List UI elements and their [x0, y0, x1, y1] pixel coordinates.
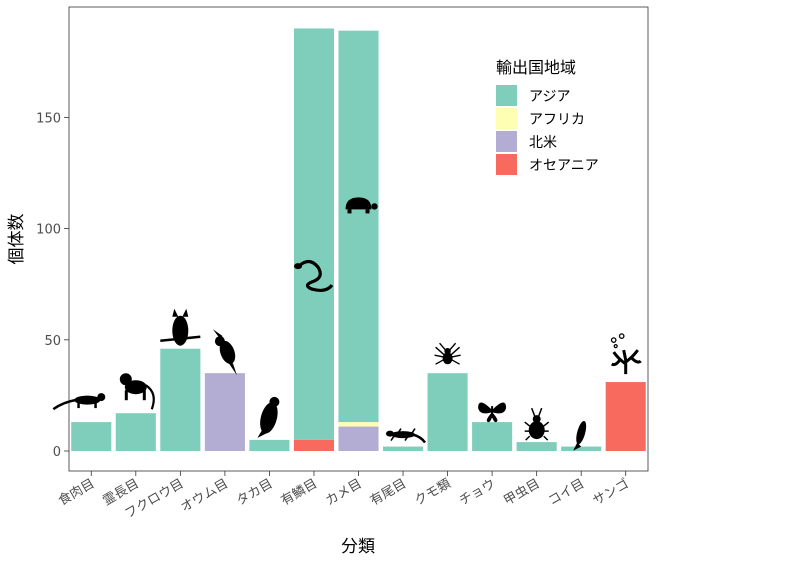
x-tick-label: カメ目 [323, 476, 364, 508]
x-tick-label: 食肉目 [55, 476, 97, 509]
bar-北米-カメ目 [338, 426, 379, 451]
bar-アジア-カメ目 [338, 30, 379, 423]
x-tick-label: オウム目 [178, 476, 231, 515]
y-axis: 0 50 100 150 [36, 111, 69, 460]
x-axis-title: 分類 [341, 537, 375, 557]
legend-swatch [496, 154, 517, 175]
spider-icon [434, 342, 461, 365]
icons-layer [52, 197, 642, 451]
monkey-icon [119, 373, 155, 410]
x-tick-label: チョウ [457, 476, 498, 508]
beetle-icon [524, 407, 550, 441]
y-tick-label: 50 [44, 334, 61, 349]
legend-swatch [496, 108, 517, 129]
coral-icon [610, 333, 642, 375]
bar-オセアニア-サンゴ [605, 382, 646, 451]
bar-アジア-食肉目 [71, 422, 112, 451]
x-tick-label: サンゴ [590, 476, 632, 509]
legend-label: オセアニア [529, 158, 599, 174]
bar-オセアニア-有鱗目 [293, 439, 334, 451]
x-tick-label: クモ類 [412, 476, 453, 508]
y-tick-label: 0 [53, 445, 61, 460]
bar-アジア-有鱗目 [293, 28, 334, 440]
legend-label: アジア [529, 89, 570, 105]
bar-アジア-甲虫目 [516, 442, 557, 451]
turtle-icon [345, 197, 378, 214]
legend-label: 北米 [529, 135, 557, 151]
bar-アフリカ-カメ目 [338, 422, 379, 427]
legend-swatch [496, 131, 517, 152]
bar-アジア-フクロウ目 [160, 348, 201, 451]
butterfly-icon [478, 402, 507, 423]
mongoose-icon [52, 393, 106, 411]
x-tick-label: タカ目 [234, 476, 275, 508]
bar-アジア-コイ目 [561, 446, 602, 451]
bar-アジア-霊長目 [115, 413, 156, 451]
x-tick-label: 有尾目 [368, 476, 409, 508]
fish-icon [573, 420, 587, 451]
bar-アジア-チョウ [472, 422, 513, 451]
owl-icon [160, 308, 201, 346]
snake-icon [294, 260, 334, 293]
y-tick-label: 100 [36, 223, 61, 238]
bar-アジア-有尾目 [383, 446, 424, 451]
x-tick-label: 有鱗目 [279, 476, 320, 508]
bars-layer [71, 28, 646, 451]
salamander-icon [386, 428, 427, 444]
cockatoo-icon [212, 329, 237, 376]
legend-swatch [496, 85, 517, 106]
x-tick-label: 甲虫目 [501, 476, 542, 508]
bar-アジア-クモ類 [427, 373, 468, 451]
x-axis: 食肉目 霊長目フクロウ目オウム目 タカ目 有鱗目 カメ目 有尾目 クモ類 チョウ 甲虫目 コイ目サ… [55, 471, 632, 522]
y-tick-label: 150 [36, 111, 61, 126]
eagle-icon [257, 396, 280, 438]
y-axis-title: 個体数 [7, 214, 27, 265]
bar-北米-オウム目 [204, 373, 245, 451]
legend-title: 輸出国地域 [496, 58, 576, 77]
bar-アジア-タカ目 [249, 439, 290, 451]
x-tick-label: コイ目 [546, 476, 587, 508]
legend-label: アフリカ [529, 112, 585, 128]
